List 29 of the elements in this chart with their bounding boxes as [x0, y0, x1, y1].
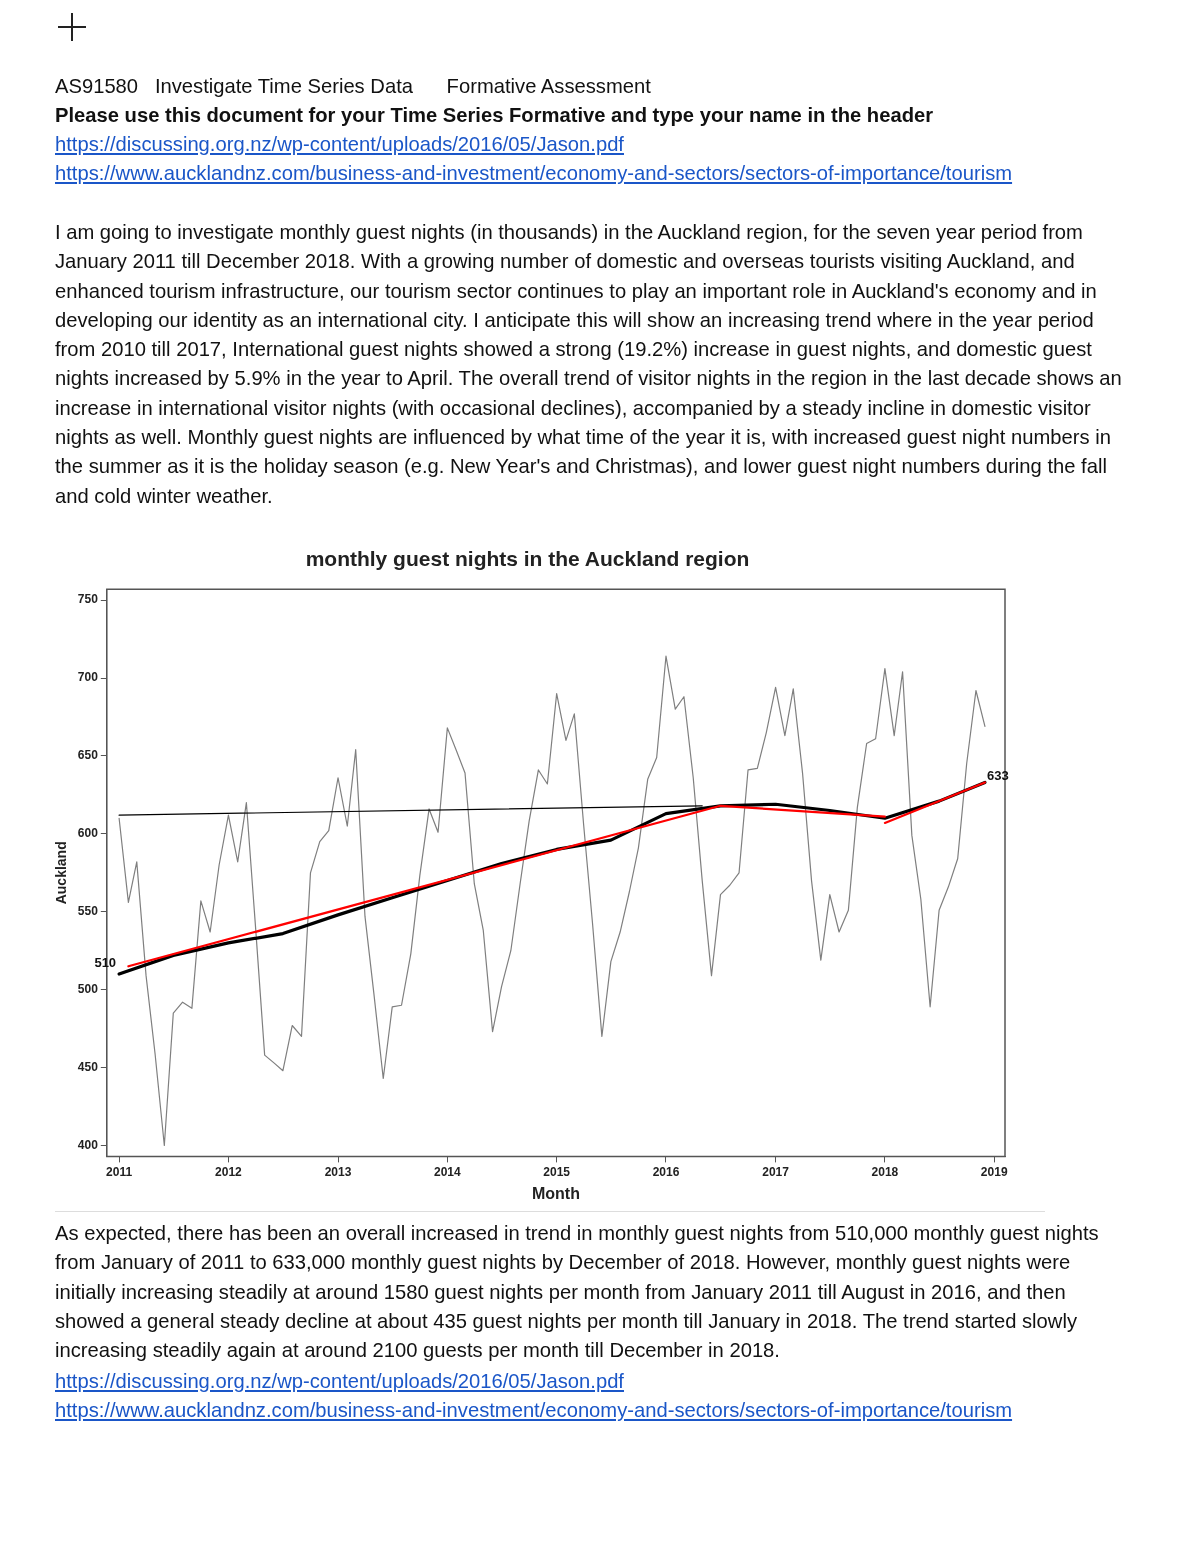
x-tick-label: 2016 [652, 1164, 680, 1179]
x-tick-label: 2012 [215, 1164, 243, 1179]
y-tick-label: 600 [77, 826, 99, 841]
text: I am going to investigate monthly guest nights (in thousands) in the Auckland region, for the seven year period from January 2011 till December 2018. With a growing number of domestic and overseas tourists visiting Auckland, and enhanced tourism infrastructure, our tourism sector continues to play an important role in Auckland's economy and in developing our identity as an international city. I anticipate this will show an increasing trend where in the year period from 2010 till 2017, International guest nights showed a strong (19.2%) increase in guest nights, and domestic guest nights increased by 5.9% in the year to April. The overall trend of visitor nights in the region in the last decade shows an increase in international visitor nights (with occasional declines), accompanied by a steady incline in domestic visitor nights as well. Monthly guest nights are influenced by what time of the year it is, with increased guest night numbers in the summer as it is the holiday season (e.g. New Year's and Christmas), and lower guest night numbers during the fall and cold winter weather. [55, 221, 1122, 507]
y-tick-label: 650 [77, 748, 99, 763]
x-tick-label: 2011 [106, 1164, 133, 1179]
y-axis-title: Auckland [53, 841, 70, 905]
x-tick-label: 2017 [762, 1164, 790, 1179]
y-tick-label: 750 [77, 592, 99, 607]
y-tick-label: 450 [77, 1059, 99, 1074]
text: Please use this document for your Time Series Formative and type your name in the header [55, 103, 935, 128]
y-tick-label: 400 [77, 1137, 99, 1152]
y-tick-label: 550 [77, 904, 99, 919]
x-tick-label: 2013 [324, 1164, 352, 1179]
text: AS91580 Investigate Time Series Data Formative Assessment [55, 74, 652, 99]
x-tick-label: 2019 [980, 1164, 1008, 1179]
text: https://discussing.org.nz/wp-content/uploads/2016/05/Jason.pdf [55, 132, 625, 157]
text: https://www.aucklandnz.com/business-and-investment/economy-and-sectors/sectors-of-importance/tourism [55, 1398, 1014, 1423]
x-axis-title: Month [531, 1184, 580, 1202]
y-tick-label: 700 [77, 670, 99, 685]
x-tick-label: 2015 [543, 1164, 571, 1179]
text: https://www.aucklandnz.com/business-and-investment/economy-and-sectors/sectors-of-importance/tourism [55, 161, 1014, 186]
x-tick-label: 2018 [871, 1164, 899, 1179]
text: https://discussing.org.nz/wp-content/uploads/2016/05/Jason.pdf [55, 1369, 625, 1394]
text: As expected, there has been an overall increased in trend in monthly guest nights from 510,000 monthly guest nights from January of 2011 to 633,000 monthly guest nights by December of 2018. However, monthly guest nights were initially increasing steadily at around 1580 guest nights per month from January 2011 till August in 2016, and then showed a general steady decline at about 435 guest nights per month till January in 2018. The trend started slowly increasing steadily again at around 2100 guests per month till December in 2018. [55, 1221, 1100, 1364]
y-tick-label: 500 [77, 981, 99, 996]
chart-title: monthly guest nights in the Auckland region [305, 547, 750, 571]
x-tick-label: 2014 [433, 1164, 462, 1179]
annotation: 633 [986, 768, 1009, 783]
